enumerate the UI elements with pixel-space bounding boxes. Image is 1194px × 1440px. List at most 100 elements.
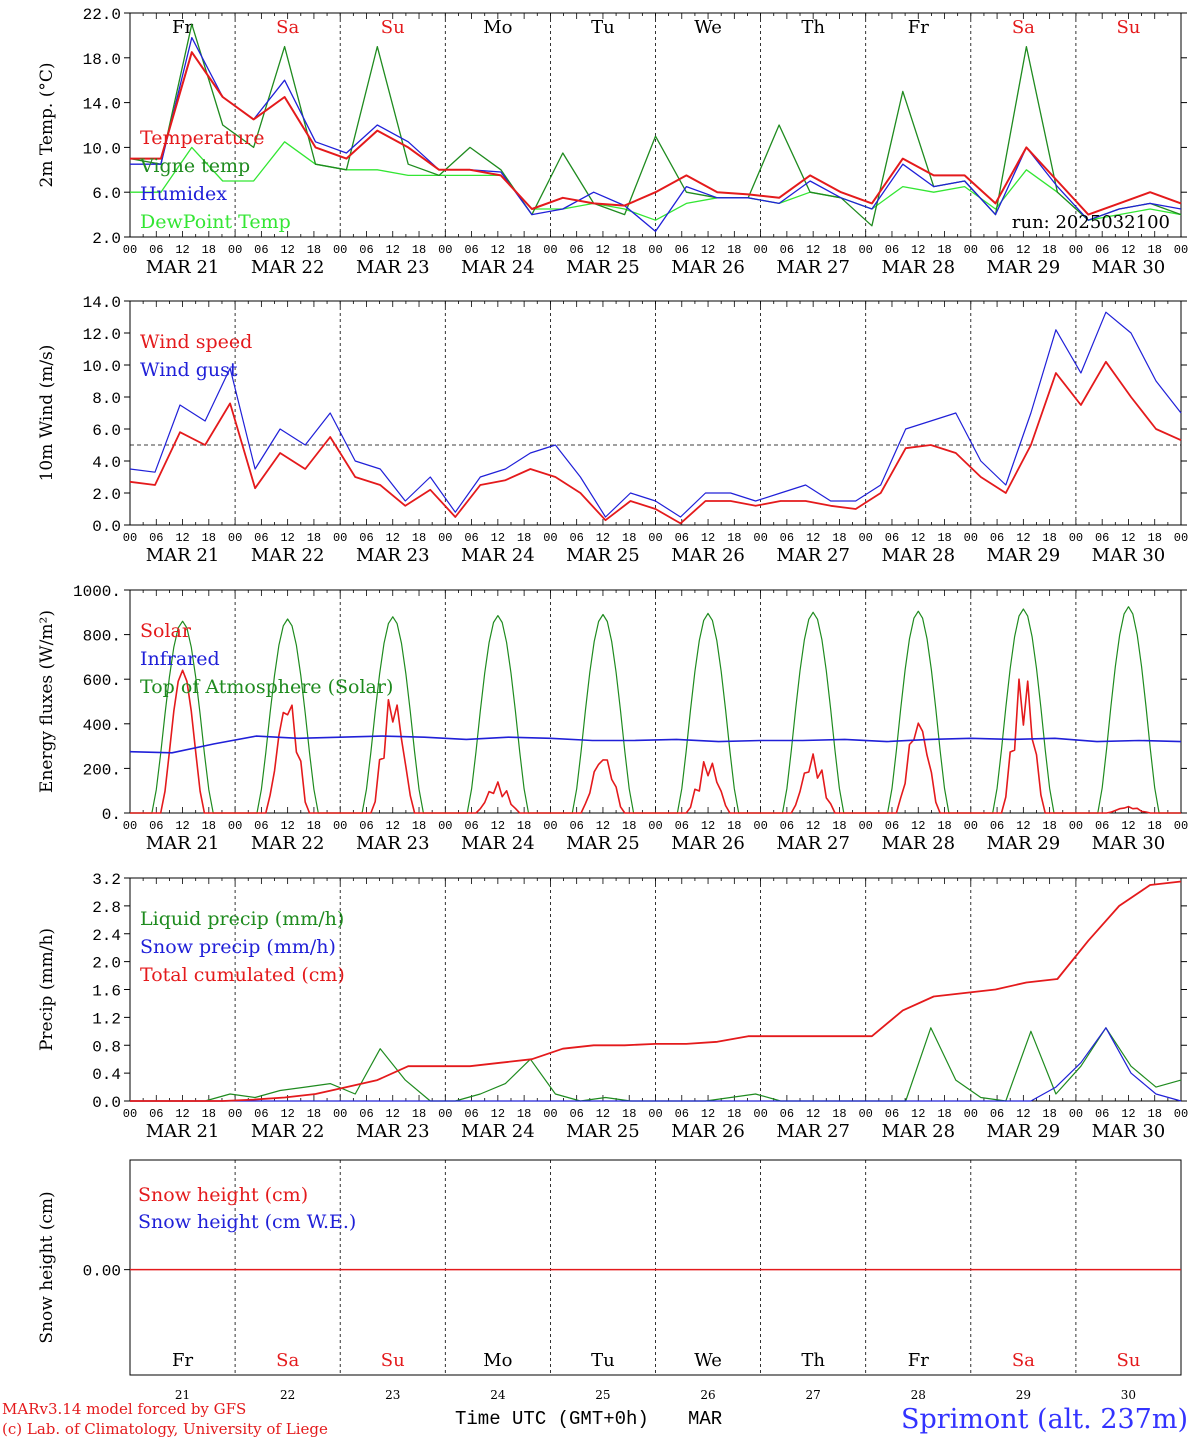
- hour-tick-label: 06: [464, 243, 478, 257]
- hour-tick-label: 00: [753, 531, 767, 545]
- date-number-label: 27: [806, 1388, 821, 1402]
- date-label: MAR 21: [146, 545, 220, 566]
- legend-entry: Wind gust: [140, 359, 238, 381]
- panel-3: 00 06 12 18 00 06 12 18 00 06 12 18 00 06 12 18 00 06 12 18…: [37, 583, 1188, 854]
- y-axis-title: Precip (mm/h): [37, 928, 57, 1051]
- location-label: Sprimont (alt. 237m): [901, 1404, 1188, 1435]
- date-label: MAR 27: [776, 257, 850, 278]
- hour-tick-label: 06: [464, 1107, 478, 1121]
- hour-tick-label: 12: [386, 243, 400, 257]
- y-tick-label: 200.: [83, 761, 121, 779]
- weekday-label: Su: [381, 17, 405, 38]
- date-label: MAR 26: [671, 833, 745, 854]
- hour-tick-label: 12: [911, 819, 925, 833]
- hour-tick-label: 18: [832, 819, 846, 833]
- hour-tick-label: 00: [858, 819, 872, 833]
- hour-tick-label: 18: [517, 531, 531, 545]
- date-label: MAR 29: [987, 833, 1061, 854]
- hour-tick-label: 12: [175, 243, 189, 257]
- hour-tick-label: 18: [412, 819, 426, 833]
- hour-tick-label: 06: [885, 531, 899, 545]
- hour-tick-label: 00: [648, 1107, 662, 1121]
- hour-tick-label: 00: [753, 1107, 767, 1121]
- weekday-label: Tu: [591, 17, 615, 38]
- panel-frame: [129, 12, 1182, 238]
- hour-tick-label: 06: [149, 1107, 163, 1121]
- hour-tick-label: 12: [1121, 819, 1135, 833]
- hour-tick-label: 12: [175, 1107, 189, 1121]
- hour-tick-label: 18: [202, 1107, 216, 1121]
- y-tick-label: 0.0: [92, 1094, 121, 1112]
- hour-tick-label: 00: [648, 531, 662, 545]
- hour-tick-label: 18: [832, 243, 846, 257]
- hour-tick-label: 00: [438, 1107, 452, 1121]
- date-label: MAR 22: [251, 1121, 325, 1142]
- panel-frame: [129, 589, 1182, 814]
- hour-tick-label: 00: [858, 531, 872, 545]
- hour-tick-label: 12: [911, 243, 925, 257]
- series-line-infrared: [129, 735, 1182, 754]
- y-tick-label: 2.0: [92, 486, 121, 504]
- y-tick-label: 18.0: [83, 51, 121, 69]
- weekday-label: Mo: [483, 17, 512, 38]
- weekday-label: We: [694, 1350, 722, 1371]
- hour-tick-label: 00: [543, 819, 557, 833]
- date-number-label: 22: [280, 1388, 295, 1402]
- hour-tick-label: 12: [596, 819, 610, 833]
- hour-tick-label: 12: [491, 531, 505, 545]
- hour-tick-label: 18: [1042, 531, 1056, 545]
- date-label: MAR 26: [671, 545, 745, 566]
- date-label: MAR 30: [1092, 833, 1166, 854]
- panel-5: Fr 21 Sa 22 Su 23 Mo 24 Tu 25 We 26 Th 27 Fr 28 Sa 29 Su 30…: [37, 1159, 1182, 1402]
- date-label: MAR 26: [671, 257, 745, 278]
- hour-tick-label: 12: [1016, 243, 1030, 257]
- hour-tick-label: 18: [1148, 819, 1162, 833]
- hour-tick-label: 12: [806, 243, 820, 257]
- date-label: MAR 24: [461, 1121, 535, 1142]
- y-tick-label: 8.0: [92, 390, 121, 408]
- hour-tick-label: 18: [832, 1107, 846, 1121]
- hour-tick-label: 00: [964, 243, 978, 257]
- hour-tick-label: 12: [1121, 1107, 1135, 1121]
- date-label: MAR 29: [987, 545, 1061, 566]
- hour-tick-label: 06: [885, 1107, 899, 1121]
- hour-tick-label: 18: [202, 243, 216, 257]
- hour-tick-label: 12: [1121, 531, 1135, 545]
- date-label: MAR 22: [251, 257, 325, 278]
- hour-tick-label: 06: [254, 531, 268, 545]
- hour-tick-label: 12: [386, 1107, 400, 1121]
- hour-tick-label: 12: [491, 819, 505, 833]
- y-tick-label: 400.: [83, 717, 121, 735]
- panel-1: 00 06 12 18 00 06 12 18 00 06 12 18 00 06 12 18 00 06 12 18…: [37, 6, 1188, 278]
- hour-tick-label: 06: [675, 1107, 689, 1121]
- hour-tick-label: 18: [1042, 1107, 1056, 1121]
- hour-tick-label: 12: [1016, 819, 1030, 833]
- hour-tick-label: 00: [228, 243, 242, 257]
- legend-entry: DewPoint Temp: [140, 211, 291, 233]
- panel-2: 00 06 12 18 00 06 12 18 00 06 12 18 00 06 12 18 00 06 12 18…: [37, 294, 1188, 566]
- hour-tick-label: 12: [280, 1107, 294, 1121]
- legend-entry: Snow height (cm W.E.): [138, 1211, 356, 1233]
- hour-tick-label: 00: [123, 243, 137, 257]
- y-tick-label: 6.0: [92, 422, 121, 440]
- legend-entry: Total cumulated (cm): [140, 964, 345, 986]
- hour-tick-label: 06: [359, 531, 373, 545]
- weekday-label: Fr: [908, 1350, 929, 1371]
- legend-entry: Humidex: [140, 183, 227, 205]
- hour-tick-label: 00: [438, 819, 452, 833]
- hour-tick-label: 00: [648, 243, 662, 257]
- date-label: MAR 22: [251, 545, 325, 566]
- date-number-label: 24: [490, 1388, 506, 1402]
- series-line-humidex: [130, 36, 1182, 233]
- hour-tick-label: 12: [701, 1107, 715, 1121]
- weekday-label: Su: [381, 1350, 405, 1371]
- hour-tick-label: 18: [622, 531, 636, 545]
- hour-tick-label: 00: [333, 819, 347, 833]
- hour-tick-label: 12: [491, 1107, 505, 1121]
- date-label: MAR 28: [881, 545, 955, 566]
- hour-tick-label: 12: [596, 1107, 610, 1121]
- legend-entry: Solar: [140, 620, 192, 642]
- hour-tick-label: 00: [543, 243, 557, 257]
- hour-tick-label: 00: [438, 243, 452, 257]
- hour-tick-label: 18: [622, 243, 636, 257]
